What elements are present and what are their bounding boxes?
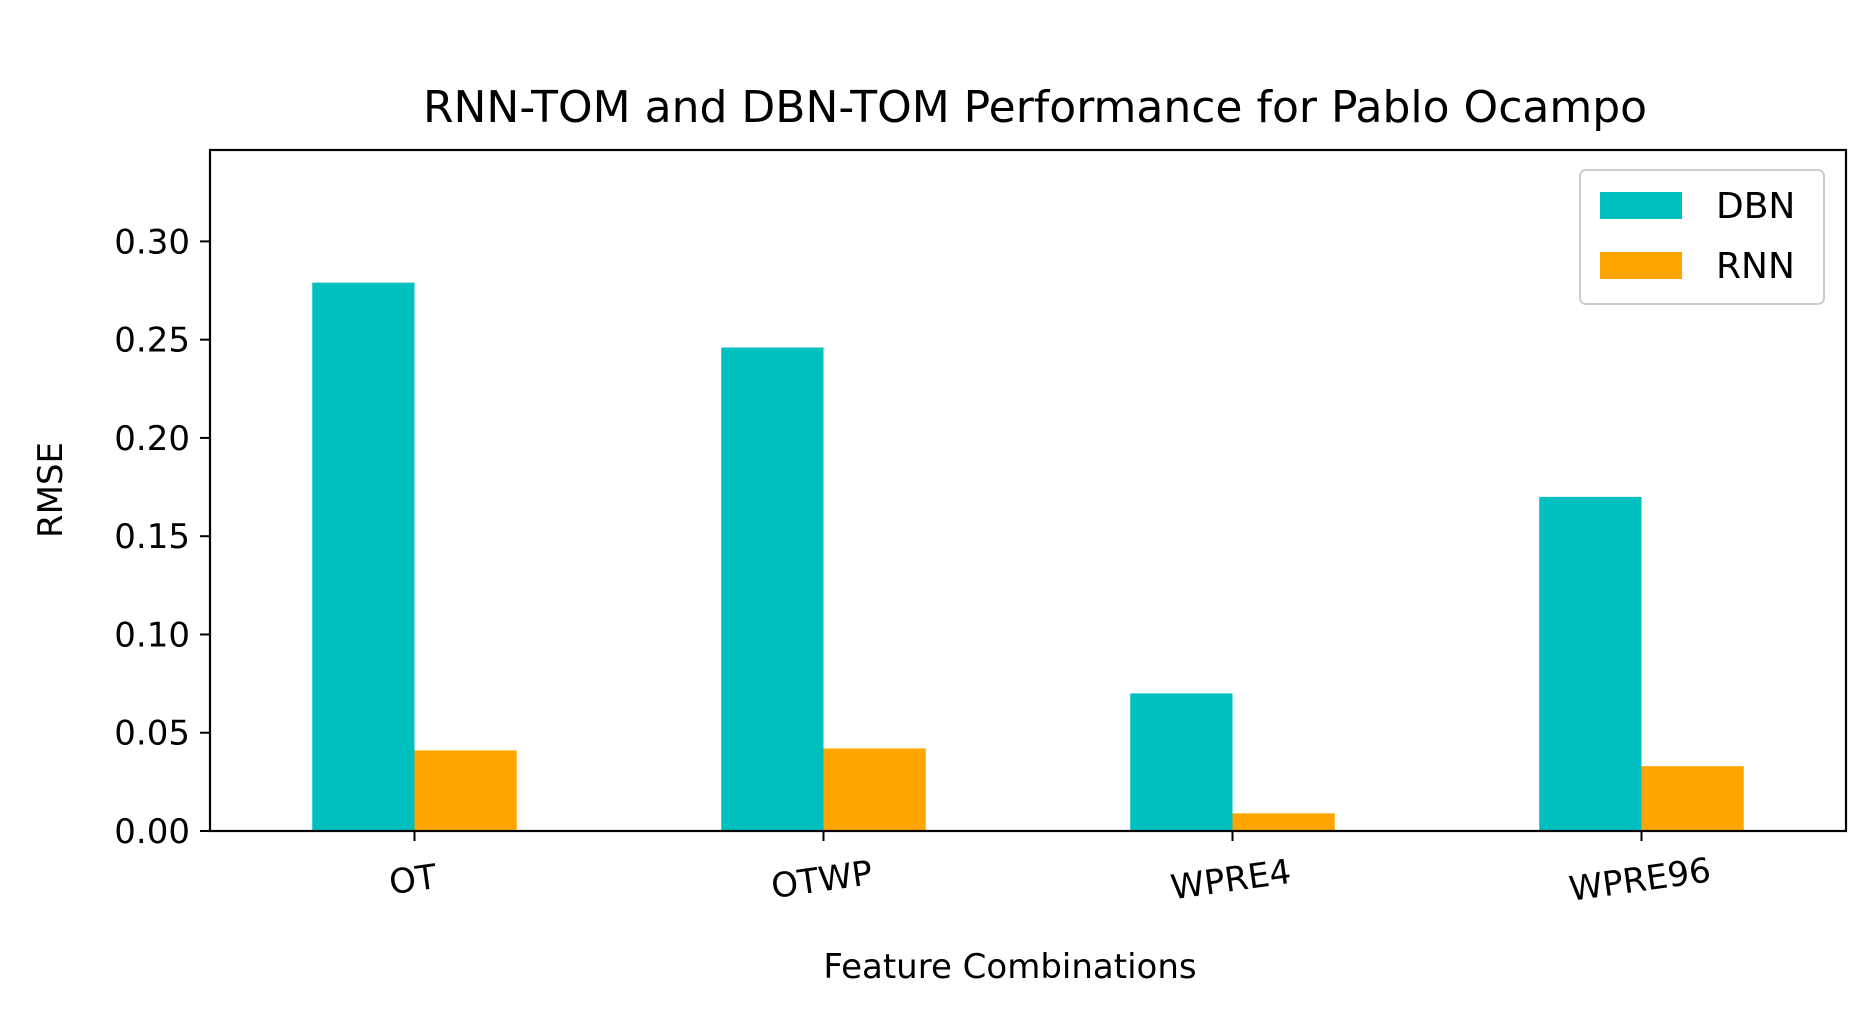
bar-dbn-ot bbox=[312, 282, 415, 831]
y-tick-label: 0.05 bbox=[114, 714, 190, 754]
legend-swatch-rnn bbox=[1600, 252, 1682, 279]
y-tick-label: 0.20 bbox=[114, 419, 190, 459]
x-axis-label: Feature Combinations bbox=[823, 947, 1196, 987]
y-tick-label: 0.25 bbox=[114, 321, 190, 361]
y-tick-label: 0.30 bbox=[114, 222, 190, 262]
y-tick-label: 0.15 bbox=[114, 517, 190, 557]
y-tick-label: 0.00 bbox=[114, 812, 190, 852]
bar-rnn-ot bbox=[414, 750, 517, 831]
bar-dbn-wpre4 bbox=[1130, 693, 1233, 831]
bar-dbn-wpre96 bbox=[1539, 496, 1642, 831]
x-tick-label-ot: OT bbox=[387, 857, 440, 903]
x-axis: OT OTWP WPRE4 WPRE96 bbox=[387, 831, 1714, 910]
legend-label-dbn: DBN bbox=[1716, 186, 1795, 227]
bar-rnn-otwp bbox=[823, 748, 926, 831]
bar-rnn-wpre96 bbox=[1641, 766, 1744, 831]
x-tick-label-wpre96: WPRE96 bbox=[1567, 850, 1714, 909]
plot-area: 0.00 0.05 0.10 0.15 0.20 0.25 0.30 OT OTWP WPRE4… bbox=[114, 148, 1848, 910]
chart-title: RNN-TOM and DBN-TOM Performance for Pabl… bbox=[423, 82, 1647, 133]
plot-frame bbox=[208, 148, 1848, 833]
legend-swatch-dbn bbox=[1600, 192, 1682, 219]
legend: DBN RNN bbox=[1579, 169, 1825, 305]
x-tick-label-otwp: OTWP bbox=[769, 853, 875, 907]
x-tick-label-wpre4: WPRE4 bbox=[1168, 852, 1293, 908]
y-axis: 0.00 0.05 0.10 0.15 0.20 0.25 0.30 bbox=[114, 222, 210, 852]
bar-rnn-wpre4 bbox=[1232, 813, 1335, 831]
y-axis-label: RMSE bbox=[31, 442, 71, 538]
y-tick-label: 0.10 bbox=[114, 615, 190, 655]
bar-dbn-otwp bbox=[721, 347, 824, 831]
legend-label-rnn: RNN bbox=[1716, 246, 1795, 287]
bars-layer bbox=[312, 282, 1744, 831]
